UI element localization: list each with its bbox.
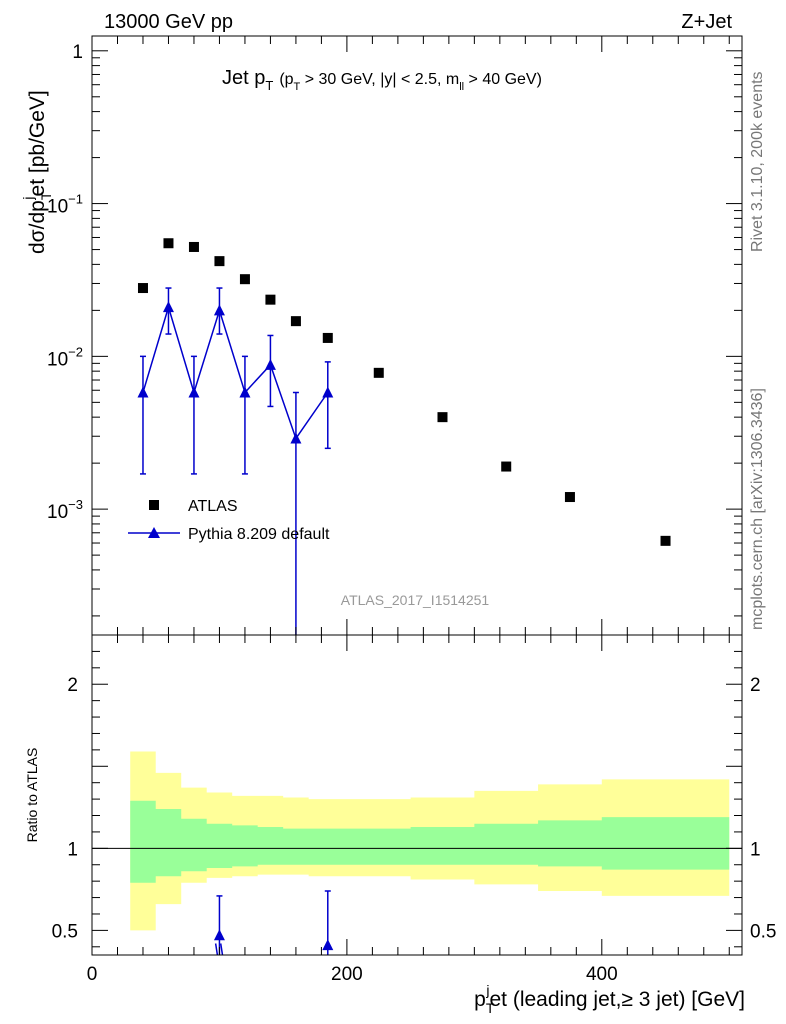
pythia-line bbox=[142, 304, 329, 441]
y-tick-label: 10−3 bbox=[47, 497, 83, 523]
ratio-pythia-marker bbox=[213, 929, 225, 941]
pythia-marker bbox=[137, 386, 149, 398]
ratio-y-tick-label: 2 bbox=[67, 675, 78, 696]
analysis-watermark: ATLAS_2017_I1514251 bbox=[341, 592, 490, 608]
x-tick-label: 0 bbox=[87, 964, 98, 985]
pythia-marker bbox=[213, 304, 225, 316]
legend-pythia-marker bbox=[148, 527, 160, 538]
x-tick-label: 400 bbox=[586, 964, 618, 985]
process-label: Z+Jet bbox=[681, 11, 732, 33]
rivet-label: Rivet 3.1.10, 200k events bbox=[749, 71, 766, 252]
y-tick-label: 1 bbox=[72, 42, 83, 63]
pythia-marker bbox=[290, 432, 302, 444]
legend-atlas-label: ATLAS bbox=[188, 498, 238, 515]
x-axis-label: pTjet (leading jet,≥ 3 jet) [GeV] bbox=[474, 982, 745, 1016]
x-tick-label: 200 bbox=[331, 964, 363, 985]
pythia-marker bbox=[188, 386, 200, 398]
ratio-pythia-line bbox=[214, 943, 219, 955]
ratio-y-tick-label-right: 2 bbox=[750, 675, 761, 696]
atlas-marker bbox=[214, 256, 225, 267]
atlas-marker bbox=[290, 316, 301, 327]
pythia-marker bbox=[264, 358, 276, 370]
ratio-panel: 0 200 400 2 2 1 1 0.5 0.5 Ratio to ATLAS bbox=[24, 634, 776, 985]
ratio-inner-band bbox=[130, 800, 730, 883]
energy-label: 13000 GeV pp bbox=[104, 11, 233, 33]
y-tick-label: 10−1 bbox=[47, 192, 83, 218]
main-frame bbox=[91, 35, 743, 636]
atlas-marker bbox=[373, 367, 384, 378]
main-panel: 1 10−1 10−2 10−3 Jet pT (pT > 30 GeV, |y| < … bbox=[20, 35, 743, 636]
ratio-y-tick-label: 0.5 bbox=[52, 921, 78, 942]
pythia-marker bbox=[322, 386, 334, 398]
atlas-marker bbox=[239, 274, 250, 285]
atlas-marker bbox=[137, 283, 148, 294]
legend-atlas-marker bbox=[149, 500, 159, 510]
atlas-marker bbox=[501, 461, 512, 472]
legend-pythia-label: Pythia 8.209 default bbox=[188, 526, 330, 543]
ratio-pythia-marker bbox=[322, 939, 334, 951]
mcplots-label: mcplots.cern.ch [arXiv:1306.3436] bbox=[749, 388, 766, 630]
y-axis-label: dσ/dpTjet [pb/GeV] bbox=[20, 90, 54, 254]
atlas-marker bbox=[163, 238, 174, 249]
y-tick-label: 10−2 bbox=[47, 344, 83, 370]
atlas-marker bbox=[660, 535, 671, 546]
atlas-marker bbox=[322, 332, 333, 343]
ratio-y-axis-label: Ratio to ATLAS bbox=[24, 748, 40, 843]
ratio-y-tick-label-right: 0.5 bbox=[750, 921, 776, 942]
ratio-y-tick-label: 1 bbox=[67, 839, 78, 860]
legend: ATLAS Pythia 8.209 default bbox=[128, 498, 330, 543]
atlas-marker bbox=[437, 412, 448, 423]
ratio-y-tick-label-right: 1 bbox=[750, 839, 761, 860]
atlas-marker bbox=[188, 241, 199, 252]
plot-title: Jet pT (pT > 30 GeV, |y| < 2.5, mll > 40 … bbox=[222, 67, 542, 93]
atlas-marker bbox=[564, 492, 575, 503]
ratio-pythia-line bbox=[219, 943, 224, 955]
pythia-marker bbox=[162, 301, 174, 313]
atlas-marker bbox=[265, 294, 276, 305]
pythia-marker bbox=[239, 386, 251, 398]
ratio-frame bbox=[91, 634, 743, 956]
